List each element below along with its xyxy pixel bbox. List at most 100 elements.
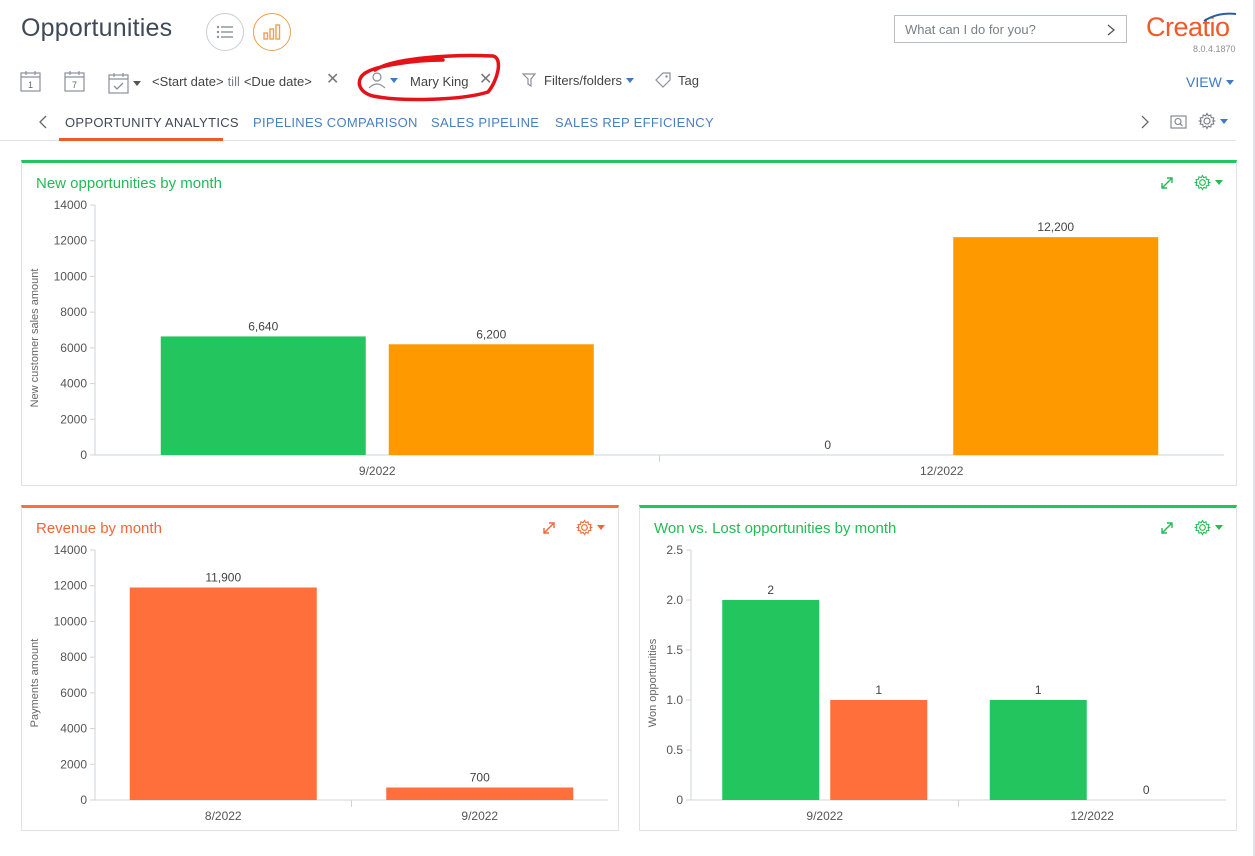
chevron-down-icon [1225, 79, 1234, 85]
won-lost-chart: 0 0.5 1.0 1.5 2.0 2.5 Won opportunities 9/2022 1… [647, 543, 1226, 823]
gear-icon [1194, 174, 1211, 191]
tab-pipelines-comparison[interactable]: PIPELINES COMPARISON [253, 115, 418, 130]
chevron-down-icon [133, 80, 141, 86]
chevron-down-icon [1215, 180, 1223, 185]
tab-sales-pipeline[interactable]: SALES PIPELINE [431, 115, 540, 130]
y-tick-label: 14000 [54, 543, 88, 557]
calendar-day-icon[interactable]: 1 [20, 70, 41, 92]
widget-revenue: Revenue by month 0 2000 4000 6000 8000 10000 1… [21, 505, 619, 831]
calendar-day-number: 1 [28, 80, 33, 90]
owner-dropdown[interactable] [368, 71, 398, 89]
expand-icon[interactable] [542, 521, 556, 535]
calendar-week-icon[interactable]: 7 [64, 70, 85, 92]
widget-tools [1160, 174, 1223, 191]
bar-value-label: 6,640 [248, 319, 278, 333]
gear-icon [576, 519, 593, 536]
y-tick-label: 0 [676, 793, 683, 807]
user-icon [368, 72, 386, 89]
tab-sales-rep-efficiency[interactable]: SALES REP EFFICIENCY [555, 115, 714, 130]
clear-date-filter-button[interactable]: ✕ [326, 72, 339, 88]
bar-value-label: 2 [767, 583, 774, 597]
tab-opportunity-analytics[interactable]: OPPORTUNITY ANALYTICS [65, 115, 239, 130]
y-tick-label: 4000 [60, 722, 87, 736]
expand-icon[interactable] [1160, 176, 1174, 190]
period-dropdown[interactable] [108, 72, 141, 94]
bar-value-label: 0 [1143, 783, 1150, 797]
widget-settings-button[interactable] [576, 519, 605, 536]
bar-value-label: 700 [470, 771, 490, 785]
y-tick-label: 10000 [54, 614, 88, 628]
analytics-tabs: OPPORTUNITY ANALYTICS PIPELINES COMPARIS… [0, 106, 1236, 141]
owner-filter-value[interactable]: Mary King [410, 74, 469, 89]
close-icon: ✕ [479, 71, 493, 88]
filters-folders-dropdown[interactable]: Filters/folders [521, 71, 635, 89]
x-tick-label: 12/2022 [920, 464, 964, 478]
active-tab-underline [59, 138, 223, 141]
chevron-down-icon [1215, 525, 1223, 530]
bar-value-label: 1 [875, 683, 882, 697]
list-icon [216, 25, 233, 39]
expand-icon[interactable] [1160, 521, 1174, 535]
y-tick-label: 8000 [60, 650, 87, 664]
y-tick-label: 0 [80, 793, 87, 807]
dashboard-settings-button[interactable] [1198, 112, 1228, 130]
widget-title: New opportunities by month [36, 175, 222, 192]
y-tick-label: 12000 [54, 579, 88, 593]
bar-value-label: 1 [1035, 683, 1042, 697]
chart-bar[interactable] [386, 787, 574, 801]
chevron-down-icon [390, 77, 398, 83]
bar-value-label: 11,900 [205, 571, 241, 585]
chevron-left-icon[interactable] [38, 114, 48, 130]
y-axis-label: Won opportunities [647, 638, 659, 727]
chevron-down-icon [597, 525, 605, 530]
close-icon: ✕ [326, 71, 340, 88]
tag-button[interactable]: Tag [654, 71, 699, 89]
widget-settings-button[interactable] [1194, 519, 1223, 536]
version-label: 8.0.4.1870 [1193, 44, 1236, 54]
filters-folders-label: Filters/folders [544, 72, 623, 88]
widget-title: Revenue by month [36, 520, 162, 537]
view-dropdown[interactable]: VIEW [1186, 74, 1234, 90]
y-tick-label: 1.0 [666, 693, 683, 707]
chart-bar[interactable] [160, 336, 366, 455]
y-tick-label: 2.0 [666, 593, 683, 607]
logo-swoosh-icon [1203, 12, 1237, 22]
widget-won-vs-lost: Won vs. Lost opportunities by month 0 0.5… [639, 505, 1237, 831]
chart-bar[interactable] [722, 600, 820, 800]
x-tick-label: 12/2022 [1071, 809, 1115, 823]
chart-bar[interactable] [388, 344, 594, 455]
tag-icon [655, 72, 671, 88]
start-date-label: <Start date> [152, 74, 224, 89]
creatio-logo: Creatio [1146, 12, 1230, 42]
y-axis-label: Payments amount [29, 639, 41, 728]
view-label: VIEW [1186, 74, 1222, 90]
bar-value-label: 0 [824, 438, 831, 452]
y-tick-label: 2.5 [666, 543, 683, 557]
clear-owner-filter-button[interactable]: ✕ [479, 72, 492, 88]
chevron-right-icon[interactable] [1140, 114, 1150, 130]
y-tick-label: 14000 [54, 198, 88, 212]
widget-settings-button[interactable] [1194, 174, 1223, 191]
list-view-button[interactable] [206, 13, 244, 51]
filter-icon [521, 73, 537, 88]
y-tick-label: 1.5 [666, 643, 683, 657]
page-title: Opportunities [21, 14, 173, 42]
chart-bar[interactable] [953, 237, 1159, 455]
y-tick-label: 2000 [60, 757, 87, 771]
search-dashboard-icon[interactable] [1170, 113, 1187, 130]
red-annotation-circle [357, 53, 501, 102]
widget-tools [542, 519, 605, 536]
bar-chart-icon [263, 24, 281, 40]
y-tick-label: 8000 [60, 305, 87, 319]
new-opportunities-chart: 0 2000 4000 6000 8000 10000 12000 14000 New cust… [29, 198, 1224, 478]
chevron-down-icon [626, 77, 635, 83]
calendar-check-icon [108, 73, 129, 94]
analytics-view-button[interactable] [253, 13, 291, 51]
date-range-filter[interactable]: <Start date> till <Due date> [152, 74, 312, 89]
chart-bar[interactable] [989, 700, 1087, 800]
chart-bar[interactable] [830, 700, 928, 800]
chart-bar[interactable] [129, 587, 317, 801]
chevron-right-icon[interactable] [1102, 21, 1120, 39]
command-search-input[interactable] [895, 16, 1095, 42]
